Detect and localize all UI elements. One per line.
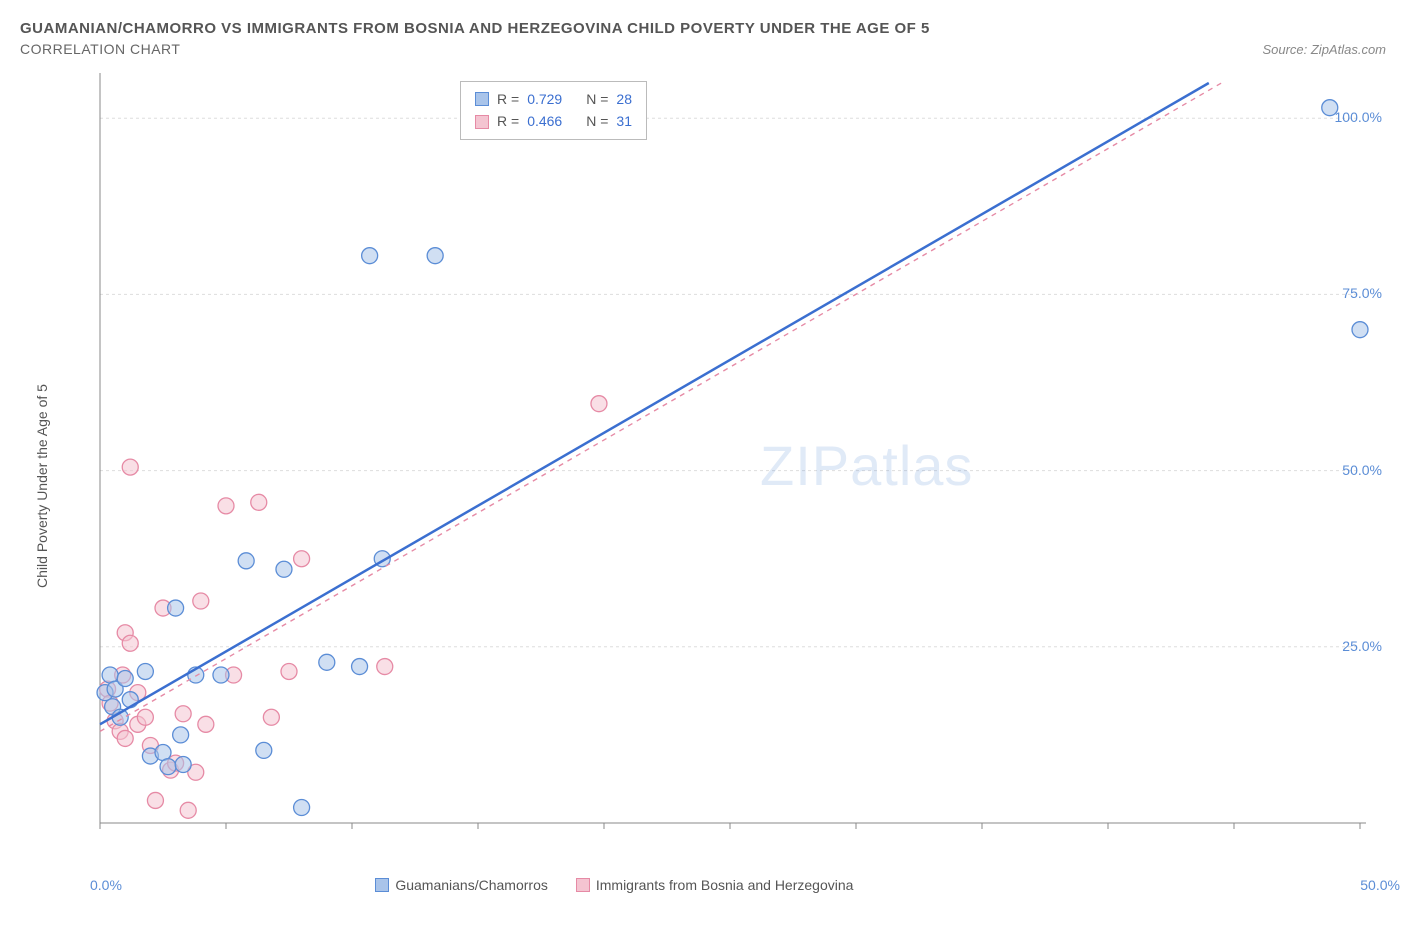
data-point: [218, 498, 234, 514]
data-point: [117, 671, 133, 687]
data-point: [263, 709, 279, 725]
n-value: 31: [616, 110, 632, 132]
legend-item: Guamanians/Chamorros: [375, 877, 548, 893]
x-axis-area: 0.0% Guamanians/Chamorros Immigrants from…: [90, 877, 1400, 893]
stats-row: R = 0.729 N = 28: [475, 88, 632, 110]
data-point: [281, 663, 297, 679]
data-point: [294, 799, 310, 815]
x-tick-min: 0.0%: [90, 877, 122, 893]
data-point: [213, 667, 229, 683]
data-point: [137, 709, 153, 725]
data-point: [591, 396, 607, 412]
data-point: [122, 635, 138, 651]
data-point: [193, 593, 209, 609]
chart-subtitle: CORRELATION CHART: [20, 41, 180, 57]
legend-item: Immigrants from Bosnia and Herzegovina: [576, 877, 854, 893]
scatter-svg: [90, 63, 1400, 853]
chart-title: GUAMANIAN/CHAMORRO VS IMMIGRANTS FROM BO…: [20, 20, 1386, 37]
data-point: [427, 248, 443, 264]
legend-label: Immigrants from Bosnia and Herzegovina: [596, 877, 854, 893]
data-point: [137, 663, 153, 679]
data-point: [117, 730, 133, 746]
r-label: R =: [497, 110, 519, 132]
data-point: [122, 459, 138, 475]
r-label: R =: [497, 88, 519, 110]
data-point: [175, 757, 191, 773]
data-point: [147, 792, 163, 808]
series-swatch: [475, 115, 489, 129]
trend-line: [100, 83, 1209, 724]
data-point: [160, 759, 176, 775]
data-point: [198, 716, 214, 732]
n-value: 28: [616, 88, 632, 110]
n-label: N =: [586, 88, 608, 110]
trend-line: [100, 83, 1221, 731]
data-point: [168, 600, 184, 616]
stats-box: R = 0.729 N = 28 R = 0.466 N = 31: [460, 81, 647, 140]
data-point: [377, 659, 393, 675]
r-value: 0.729: [527, 88, 562, 110]
data-point: [1352, 322, 1368, 338]
source-label: Source: ZipAtlas.com: [1262, 42, 1386, 57]
correlation-chart: GUAMANIAN/CHAMORRO VS IMMIGRANTS FROM BO…: [20, 20, 1386, 893]
legend-label: Guamanians/Chamorros: [395, 877, 548, 893]
r-value: 0.466: [527, 110, 562, 132]
data-point: [276, 561, 292, 577]
legend-swatch: [375, 878, 389, 892]
data-point: [294, 551, 310, 567]
data-point: [173, 727, 189, 743]
y-tick-label: 25.0%: [1342, 638, 1382, 654]
series-swatch: [475, 92, 489, 106]
y-tick-label: 100.0%: [1335, 109, 1382, 125]
data-point: [175, 706, 191, 722]
data-point: [238, 553, 254, 569]
y-axis-label: Child Poverty Under the Age of 5: [34, 384, 50, 588]
y-tick-label: 75.0%: [1342, 285, 1382, 301]
data-point: [180, 802, 196, 818]
stats-row: R = 0.466 N = 31: [475, 110, 632, 132]
y-tick-label: 50.0%: [1342, 462, 1382, 478]
data-point: [319, 654, 335, 670]
data-point: [362, 248, 378, 264]
n-label: N =: [586, 110, 608, 132]
data-point: [122, 692, 138, 708]
header-row: CORRELATION CHART Source: ZipAtlas.com: [20, 41, 1386, 57]
data-point: [251, 494, 267, 510]
legend-swatch: [576, 878, 590, 892]
data-point: [352, 659, 368, 675]
data-point: [256, 742, 272, 758]
x-tick-max: 50.0%: [1360, 877, 1400, 893]
legend: Guamanians/Chamorros Immigrants from Bosn…: [375, 877, 853, 893]
plot-area: Child Poverty Under the Age of 5 ZIPatla…: [60, 63, 1386, 893]
